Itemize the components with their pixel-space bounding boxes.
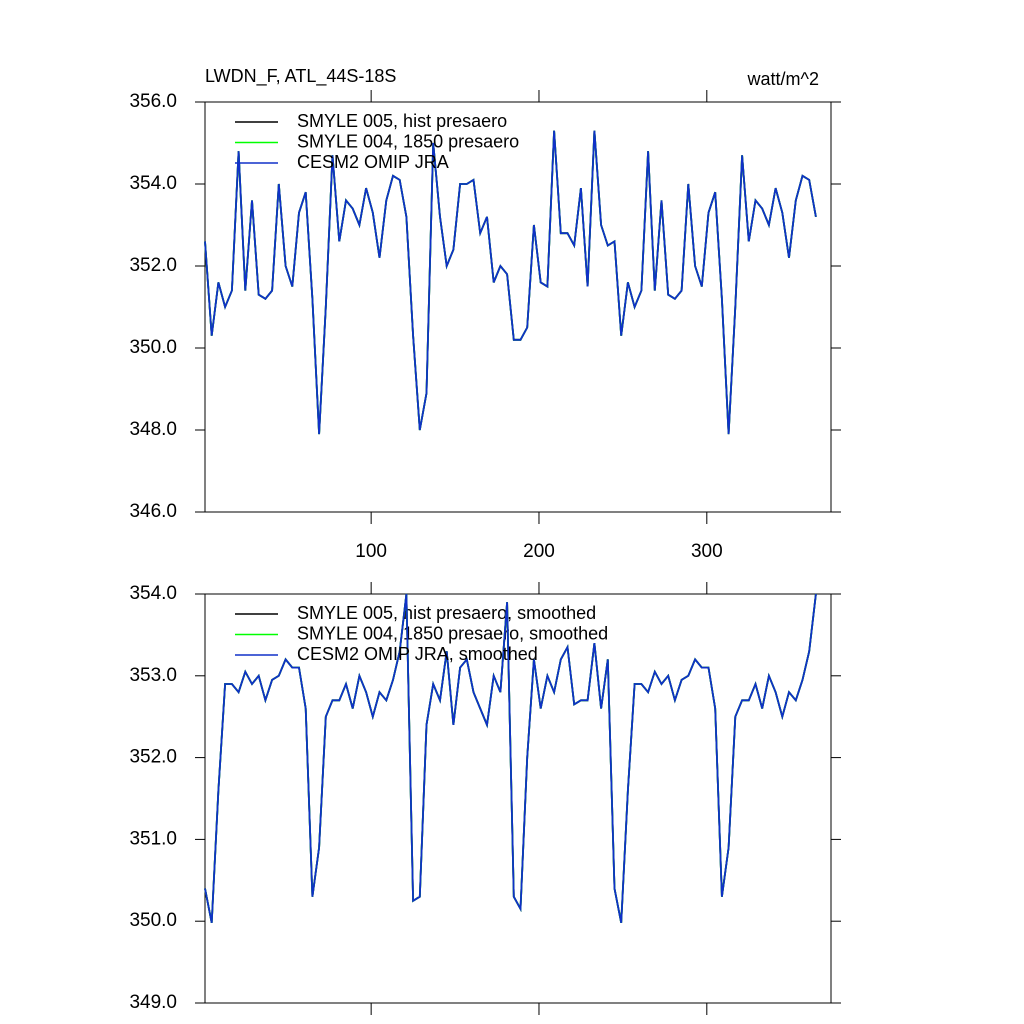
- series-line: [204, 130, 817, 435]
- legend-label: CESM2 OMIP JRA: [297, 152, 449, 172]
- legend-label: SMYLE 004, 1850 presaero, smoothed: [297, 623, 608, 643]
- legend-label: CESM2 OMIP JRA, smoothed: [297, 644, 538, 664]
- y-tick-label: 353.0: [129, 665, 177, 686]
- x-tick-label: 300: [691, 541, 723, 562]
- legend-label: SMYLE 005, hist presaero, smoothed: [297, 603, 596, 623]
- units-label: watt/m^2: [747, 69, 819, 89]
- y-tick-label: 349.0: [129, 992, 177, 1013]
- y-tick-label: 352.0: [129, 747, 177, 768]
- series-line: [204, 130, 817, 435]
- legend-label: SMYLE 004, 1850 presaero: [297, 131, 519, 151]
- y-tick-label: 346.0: [129, 501, 177, 522]
- y-tick-label: 348.0: [129, 419, 177, 440]
- legend-label: SMYLE 005, hist presaero: [297, 111, 507, 131]
- x-tick-label: 100: [355, 541, 387, 562]
- y-tick-label: 354.0: [129, 583, 177, 604]
- series-line: [204, 593, 817, 923]
- plot-frame: [204, 101, 832, 513]
- y-tick-label: 351.0: [129, 828, 177, 849]
- x-tick-label: 200: [523, 541, 555, 562]
- y-tick-label: 354.0: [129, 173, 177, 194]
- y-tick-label: 350.0: [129, 910, 177, 931]
- plot-frame: [204, 593, 832, 1004]
- series-line: [204, 130, 817, 435]
- chart-title: LWDN_F, ATL_44S-18S: [205, 66, 396, 87]
- y-tick-label: 350.0: [129, 337, 177, 358]
- y-tick-label: 356.0: [129, 91, 177, 112]
- y-tick-label: 352.0: [129, 255, 177, 276]
